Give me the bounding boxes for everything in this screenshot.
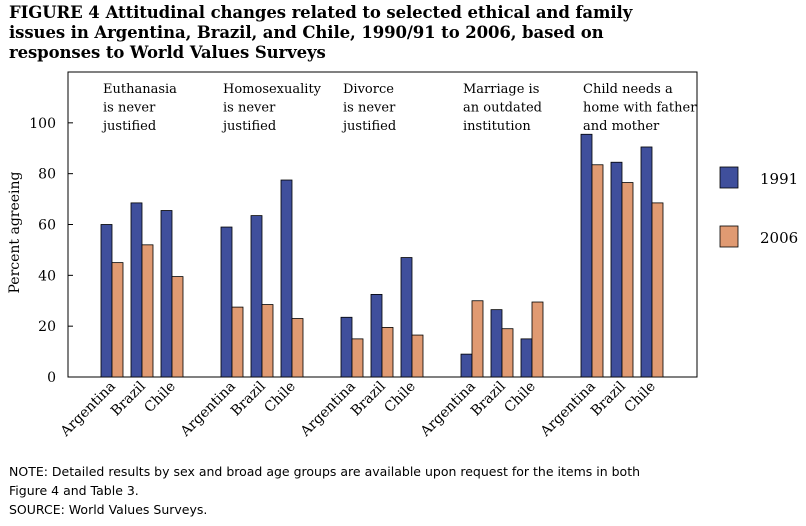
legend-label-1991: 1991 (760, 170, 798, 188)
bar-2006 (501, 328, 514, 378)
legend-label-2006: 2006 (760, 229, 798, 247)
bar-1991 (250, 215, 263, 378)
note-line-2: Figure 4 and Table 3. (9, 483, 139, 498)
bar-1991 (370, 293, 383, 378)
bar-1991 (520, 338, 533, 378)
bar-1991 (160, 210, 173, 378)
bar-2006 (651, 202, 664, 378)
figure-title-line-2: issues in Argentina, Brazil, and Chile, … (9, 23, 604, 42)
bar-2006 (591, 164, 604, 378)
y-tick-label: 100 (29, 116, 56, 132)
x-category-label: Chile (501, 379, 538, 416)
bar-2006 (471, 300, 484, 378)
note-line-1: NOTE: Detailed results by sex and broad … (9, 464, 641, 479)
figure-label: FIGURE 4 (9, 3, 100, 22)
group-label: justified (341, 119, 396, 134)
bar-1991 (460, 353, 473, 378)
bar-2006 (531, 301, 544, 378)
bar-2006 (261, 304, 274, 378)
bar-1991 (220, 226, 233, 378)
x-category-label: Chile (261, 379, 298, 416)
bar-1991 (610, 161, 623, 378)
group-label: is never (223, 101, 276, 116)
x-category-label: Chile (621, 379, 658, 416)
bar-2006 (621, 182, 634, 378)
bar-2006 (381, 327, 394, 378)
x-category-label: Brazil (228, 378, 269, 419)
x-category-label: Chile (381, 379, 418, 416)
x-category-label: Brazil (588, 378, 629, 419)
x-category-label: Brazil (348, 378, 389, 419)
figure-notes: NOTE: Detailed results by sex and broad … (9, 462, 799, 519)
source-line: SOURCE: World Values Surveys. (9, 502, 208, 517)
bar-1991 (100, 224, 113, 378)
bar-2006 (141, 244, 154, 378)
bar-1991 (640, 146, 653, 378)
group-label: is never (103, 101, 156, 116)
group-label: justified (221, 119, 276, 134)
bar-chart: 0 20 40 60 80 100 Percent agreeing Euthanasia is… (7, 71, 798, 440)
group-label: is never (343, 101, 396, 116)
group-label: Marriage is (463, 82, 539, 97)
x-category-label: Brazil (108, 378, 149, 419)
figure-title-line-3: responses to World Values Surveys (9, 43, 326, 62)
x-category-label: Brazil (468, 378, 509, 419)
y-tick-label: 40 (38, 268, 56, 284)
y-tick-label: 20 (38, 319, 56, 335)
figure-title: FIGURE 4 Attitudinal changes related to s… (9, 3, 789, 63)
bar-1991 (490, 309, 503, 378)
bar-2006 (231, 306, 244, 378)
legend-swatch-1991 (719, 166, 739, 189)
bar-2006 (351, 338, 364, 378)
y-tick-label: 60 (38, 218, 56, 234)
group-label: Euthanasia (103, 82, 177, 97)
x-category-label: Chile (141, 379, 178, 416)
bar-1991 (580, 133, 593, 378)
group-label: justified (101, 119, 156, 134)
bar-1991 (340, 316, 353, 378)
group-label: Divorce (343, 82, 394, 97)
bar-2006 (171, 276, 184, 378)
y-tick-label: 80 (38, 167, 56, 183)
bar-1991 (130, 202, 143, 378)
legend-swatch-2006 (719, 225, 739, 248)
group-label: an outdated (463, 101, 542, 116)
group-label: Homosexuality (223, 82, 322, 97)
bar-1991 (280, 179, 293, 378)
group-label: and mother (583, 119, 660, 134)
group-label: home with father (583, 101, 697, 116)
bar-2006 (411, 334, 424, 378)
y-tick-label: 0 (47, 370, 56, 386)
figure-title-line-1: Attitudinal changes related to selected … (105, 3, 633, 22)
group-label: Child needs a (583, 82, 673, 97)
bar-2006 (291, 318, 304, 378)
bar-2006 (111, 262, 124, 378)
bar-1991 (400, 257, 413, 378)
y-axis-label: Percent agreeing (7, 171, 23, 293)
group-label: institution (463, 119, 531, 134)
